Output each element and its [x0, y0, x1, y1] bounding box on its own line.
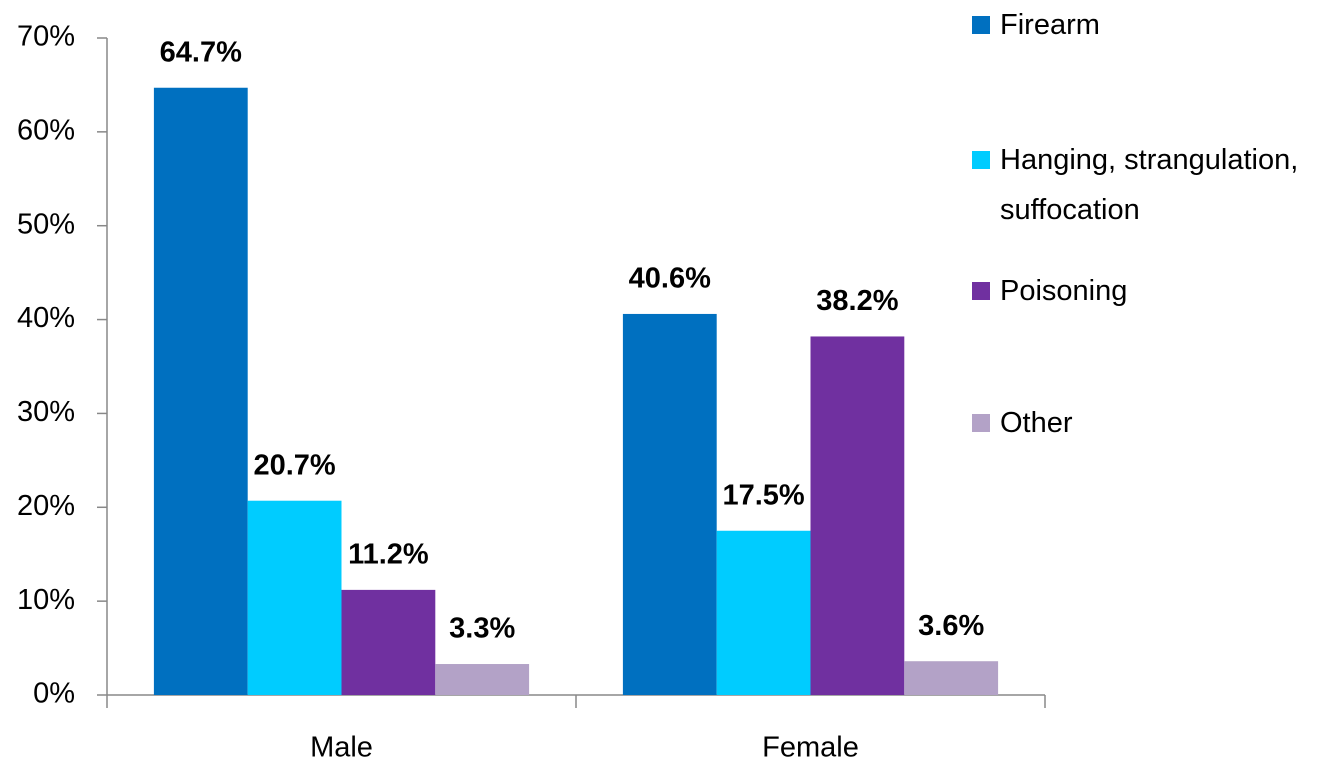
y-tick-label: 60%: [17, 115, 75, 147]
value-label: 3.6%: [918, 610, 984, 642]
bar: [247, 500, 342, 695]
x-tick-label: Female: [762, 732, 859, 764]
value-label: 17.5%: [722, 479, 804, 511]
legend-swatch: [972, 414, 990, 432]
legend-item: Other: [972, 398, 1317, 448]
y-tick-label: 10%: [17, 584, 75, 616]
legend-item: Firearm: [972, 0, 1317, 50]
y-tick-label: 0%: [33, 678, 75, 710]
value-label: 20.7%: [253, 449, 335, 481]
legend-label: Hanging, strangulation, suffocation: [1000, 144, 1299, 226]
bar: [435, 664, 530, 695]
bar: [904, 661, 999, 695]
value-label: 11.2%: [348, 539, 429, 571]
legend-label: Other: [1000, 407, 1073, 439]
value-label: 3.3%: [449, 613, 515, 645]
legend-label: Firearm: [1000, 9, 1100, 41]
legend-item: Poisoning: [972, 266, 1317, 316]
x-tick-label: Male: [310, 732, 373, 764]
bar: [810, 336, 905, 695]
y-tick-label: 20%: [17, 490, 75, 522]
bar: [341, 589, 436, 695]
legend-item: Hanging, strangulation, suffocation: [972, 135, 1317, 235]
value-label: 40.6%: [629, 263, 711, 295]
y-tick-label: 50%: [17, 208, 75, 240]
legend-swatch: [972, 282, 990, 300]
legend-label: Poisoning: [1000, 275, 1128, 307]
bar: [153, 87, 248, 696]
value-label: 64.7%: [160, 36, 242, 68]
bar: [716, 530, 811, 695]
legend-swatch: [972, 16, 990, 34]
value-label: 38.2%: [816, 285, 898, 317]
y-tick-label: 70%: [17, 21, 75, 53]
bar: [622, 313, 717, 695]
legend-swatch: [972, 151, 990, 169]
y-tick-label: 40%: [17, 302, 75, 334]
y-tick-label: 30%: [17, 396, 75, 428]
